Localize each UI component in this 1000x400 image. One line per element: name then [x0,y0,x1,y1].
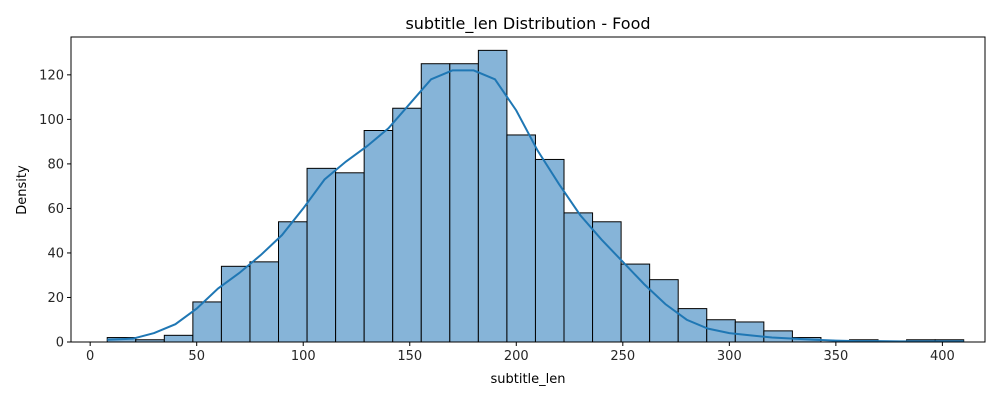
histogram-bar [278,221,308,343]
y-axis-ticks: 0 20 40 60 80 100 120 [39,68,71,351]
x-tick-label: 250 [610,349,635,364]
histogram-bar [363,130,394,343]
histogram-bar [163,334,194,343]
x-tick-label: 0 [86,349,94,364]
y-tick-label: 100 [39,113,64,128]
y-tick-label: 0 [56,336,64,351]
histogram-bar [392,107,422,343]
y-tick-label: 80 [47,157,64,172]
histogram-bar [477,49,508,343]
histogram-bar [449,63,479,343]
histogram-bar [220,265,251,343]
plot-frame [70,36,986,343]
x-axis-label: subtitle_len [490,372,565,387]
x-axis-ticks: 0 50 100 150 200 250 300 350 400 [86,342,955,364]
x-tick-label: 150 [397,349,422,364]
chart-title: subtitle_len Distribution - Food [405,14,650,34]
histogram-bar [335,172,365,343]
y-tick-label: 120 [39,68,64,83]
histogram-bar [563,212,594,343]
histogram-bar [734,321,765,343]
histogram-bar [620,263,651,343]
kde-curve [107,69,964,343]
x-tick-label: 100 [291,349,316,364]
y-axis-label: Density [15,165,30,215]
histogram-bar [592,221,622,343]
x-tick-label: 350 [823,349,848,364]
x-tick-label: 400 [930,349,955,364]
y-tick-label: 60 [47,202,64,217]
histogram-bar [249,261,280,343]
histogram-bar [420,63,451,343]
histogram-bar [506,134,536,343]
x-tick-label: 300 [717,349,742,364]
y-tick-label: 40 [47,246,64,261]
x-tick-label: 50 [188,349,205,364]
x-tick-label: 200 [504,349,529,364]
y-tick-label: 20 [47,291,64,306]
histogram-bar [306,167,337,343]
bars-layer [106,49,965,343]
